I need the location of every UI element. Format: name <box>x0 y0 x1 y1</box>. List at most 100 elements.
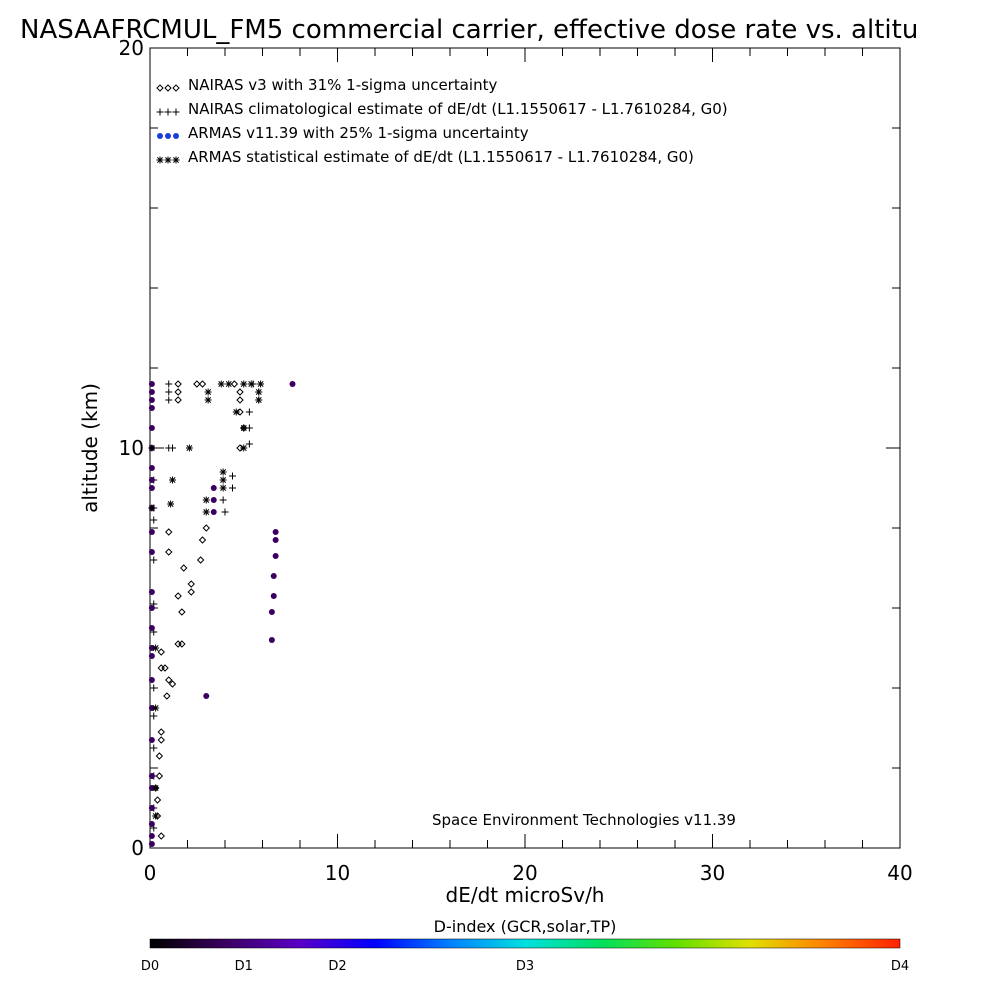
data-marks <box>148 380 296 847</box>
data-point <box>155 772 164 780</box>
ast-d2 <box>157 157 163 163</box>
data-point <box>204 396 212 404</box>
data-point <box>229 484 236 492</box>
colorbar <box>149 938 901 949</box>
legend-label: NAIRAS v3 with 31% 1-sigma uncertainty <box>188 76 497 94</box>
data-point <box>150 684 158 692</box>
ast-d2 <box>225 381 232 387</box>
data-point <box>210 497 217 503</box>
data-point <box>219 468 227 476</box>
legend-marker <box>172 156 180 164</box>
colorbar-label: D3 <box>516 959 534 974</box>
data-point <box>152 812 160 820</box>
legend-marker <box>156 84 164 92</box>
colorbar-labels: D0 D1 D2 D3 D4 <box>141 959 909 974</box>
data-point <box>202 508 210 516</box>
y-tick-label: 0 <box>131 836 144 860</box>
legend-marker <box>157 133 163 139</box>
legend-marker <box>172 108 180 116</box>
data-point <box>168 680 177 688</box>
data-point <box>161 664 169 672</box>
data-point <box>148 444 156 452</box>
data-point <box>167 500 175 508</box>
data-point <box>174 388 182 396</box>
data-point <box>148 785 155 791</box>
data-point <box>148 405 155 411</box>
data-point <box>148 504 156 512</box>
data-point <box>169 444 176 452</box>
data-point <box>236 408 244 416</box>
legend-entry: NAIRAS v3 with 31% 1-sigma uncertainty <box>156 76 497 94</box>
data-point <box>255 396 263 404</box>
data-point <box>157 648 165 656</box>
chart-title: NASAAFRCMUL_FM5 commercial carrier, effe… <box>20 15 918 45</box>
legend-marker <box>164 108 172 116</box>
x-tick-label: 0 <box>144 861 157 885</box>
x-axis-label: dE/dt microSv/h <box>446 883 605 907</box>
data-point <box>289 381 296 387</box>
legend-marker <box>173 133 179 139</box>
data-point <box>148 653 155 659</box>
data-point <box>152 704 160 712</box>
legend-label: NAIRAS climatological estimate of dE/dt … <box>188 100 728 118</box>
data-point <box>180 564 188 572</box>
data-point <box>148 529 155 535</box>
ast-d2 <box>165 157 171 163</box>
data-point <box>148 477 155 483</box>
legend-label: ARMAS statistical estimate of dE/dt (L1.… <box>188 148 694 166</box>
legend: NAIRAS v3 with 31% 1-sigma uncertainty NA… <box>156 76 728 166</box>
ast-d2 <box>205 397 212 403</box>
data-point <box>210 485 217 491</box>
data-point <box>148 773 155 779</box>
data-point <box>148 425 155 431</box>
data-point <box>202 496 210 504</box>
data-point <box>270 573 277 579</box>
data-point <box>148 605 155 611</box>
colorbar-label: D0 <box>141 959 159 974</box>
data-point <box>157 832 165 840</box>
ast-d2 <box>205 389 212 395</box>
data-point <box>148 589 155 595</box>
data-point <box>152 784 160 792</box>
data-point <box>236 396 244 404</box>
data-point <box>148 485 155 491</box>
data-point <box>232 408 240 416</box>
series-0 <box>151 380 248 840</box>
data-point <box>240 380 248 388</box>
data-point <box>272 537 279 543</box>
data-point <box>270 593 277 599</box>
colorbar-label: D2 <box>328 959 346 974</box>
ast-d2 <box>257 381 264 387</box>
data-point <box>165 676 173 684</box>
data-point <box>148 389 155 395</box>
data-point <box>240 424 248 432</box>
data-point <box>221 508 229 516</box>
ast-d2 <box>220 477 227 483</box>
legend-entry: NAIRAS climatological estimate of dE/dt … <box>156 100 728 118</box>
data-point <box>163 692 171 700</box>
data-point <box>185 444 193 452</box>
data-point <box>272 553 279 559</box>
data-point <box>219 496 227 504</box>
ast-d2 <box>255 397 262 403</box>
legend-entry: ARMAS v11.39 with 25% 1-sigma uncertaint… <box>157 124 529 142</box>
ast-d2 <box>152 645 159 651</box>
data-point <box>150 744 158 752</box>
data-point <box>203 693 210 699</box>
data-point <box>150 712 158 720</box>
legend-entry: ARMAS statistical estimate of dE/dt (L1.… <box>156 148 694 166</box>
data-point <box>148 677 155 683</box>
ast-d2 <box>148 445 155 451</box>
data-point <box>157 736 165 744</box>
ast-d2 <box>218 381 225 387</box>
data-point <box>157 664 165 672</box>
ast-d2 <box>152 813 159 819</box>
data-point <box>169 476 176 484</box>
data-point <box>165 548 173 556</box>
data-point <box>148 841 155 847</box>
data-point <box>187 588 195 596</box>
data-point <box>257 380 265 388</box>
data-point <box>174 640 182 648</box>
data-point <box>187 580 195 588</box>
